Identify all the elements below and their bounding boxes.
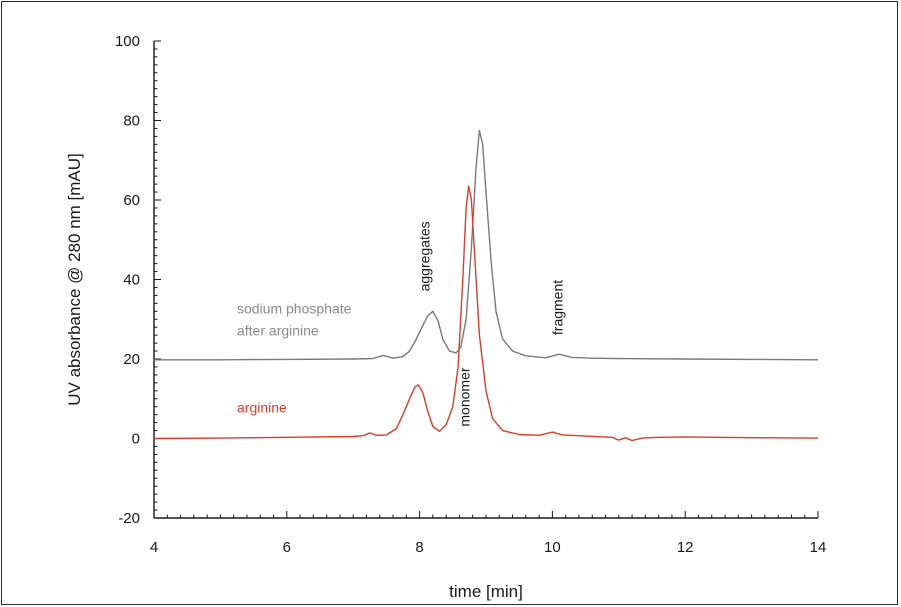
- series-label-line: arginine: [237, 400, 287, 416]
- x-tick-label: 4: [150, 539, 158, 556]
- x-tick-label: 6: [283, 539, 291, 556]
- y-tick-label: 80: [123, 113, 140, 130]
- x-tick-label: 10: [544, 539, 561, 556]
- y-axis-title: UV absorbance @ 280 nm [mAU]: [65, 153, 84, 406]
- y-tick-label: 20: [123, 351, 140, 368]
- x-tick-label: 8: [415, 539, 423, 556]
- x-tick-label: 14: [810, 539, 827, 556]
- series-label-line: after arginine: [237, 322, 319, 338]
- series-label-line: sodium phosphate: [237, 300, 352, 316]
- y-tick-label: 100: [115, 33, 140, 50]
- series-label-sodium-phosphate: sodium phosphate after arginine: [237, 300, 352, 338]
- x-tick-label: 12: [677, 539, 694, 556]
- annotation-aggregates: aggregates: [417, 221, 433, 291]
- y-tick-label: -20: [118, 510, 140, 527]
- y-tick-label: 40: [123, 272, 140, 289]
- y-tick-label: 60: [123, 192, 140, 209]
- y-tick-label: 0: [132, 431, 140, 448]
- series-line-arginine: [153, 185, 819, 442]
- series-line-sodium-phosphate: [154, 129, 819, 361]
- series-label-arginine: arginine: [237, 400, 287, 416]
- annotation-fragment: fragment: [549, 280, 565, 335]
- x-axis-title: time [min]: [449, 582, 523, 601]
- annotation-monomer: monomer: [456, 367, 472, 426]
